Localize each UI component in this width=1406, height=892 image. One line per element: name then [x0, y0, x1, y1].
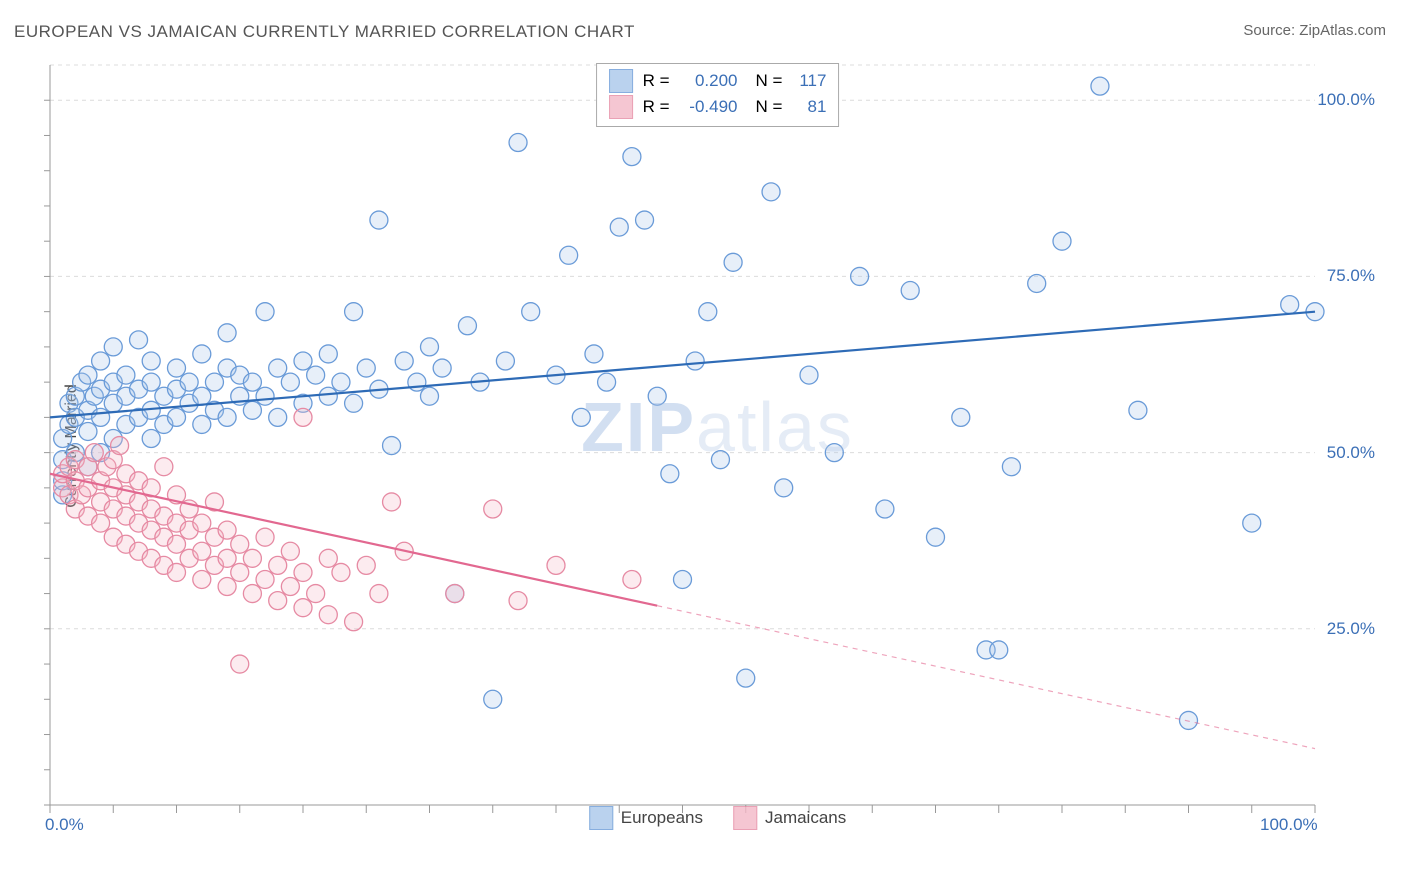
legend-r-label: R = — [643, 97, 670, 117]
legend-n-value: 81 — [792, 97, 826, 117]
legend-item: Europeans — [589, 806, 703, 830]
legend-n-label: N = — [756, 71, 783, 91]
legend-stats-box: R = 0.200 N = 117 R = -0.490 N = 81 — [596, 63, 840, 127]
chart-title: EUROPEAN VS JAMAICAN CURRENTLY MARRIED C… — [14, 22, 635, 42]
legend-n-value: 117 — [792, 71, 826, 91]
plot-area: ZIPatlas R =0.200N =117R =-0.490N =81 Eu… — [50, 55, 1385, 830]
legend-r-value: 0.200 — [680, 71, 738, 91]
legend-label: Jamaicans — [765, 808, 846, 828]
y-tick-label: 50.0% — [1327, 443, 1375, 463]
x-tick-label: 100.0% — [1260, 815, 1318, 835]
x-tick-label: 0.0% — [45, 815, 84, 835]
legend-item: Jamaicans — [733, 806, 846, 830]
legend-r-value: -0.490 — [680, 97, 738, 117]
scatter-chart — [50, 55, 1385, 830]
source-label: Source: — [1243, 22, 1295, 39]
legend-r-label: R = — [643, 71, 670, 91]
legend-swatch — [589, 806, 613, 830]
y-tick-label: 25.0% — [1327, 619, 1375, 639]
legend-series: Europeans Jamaicans — [589, 806, 847, 830]
y-tick-label: 75.0% — [1327, 266, 1375, 286]
legend-label: Europeans — [621, 808, 703, 828]
legend-swatch — [609, 69, 633, 93]
source-value: ZipAtlas.com — [1299, 22, 1386, 39]
legend-swatch — [609, 95, 633, 119]
legend-stat-row: R = -0.490 N = 81 — [609, 94, 827, 120]
legend-swatch — [733, 806, 757, 830]
legend-n-label: N = — [756, 97, 783, 117]
y-tick-label: 100.0% — [1317, 90, 1375, 110]
source-attribution: Source: ZipAtlas.com — [1243, 22, 1386, 39]
legend-stat-row: R = 0.200 N = 117 — [609, 68, 827, 94]
